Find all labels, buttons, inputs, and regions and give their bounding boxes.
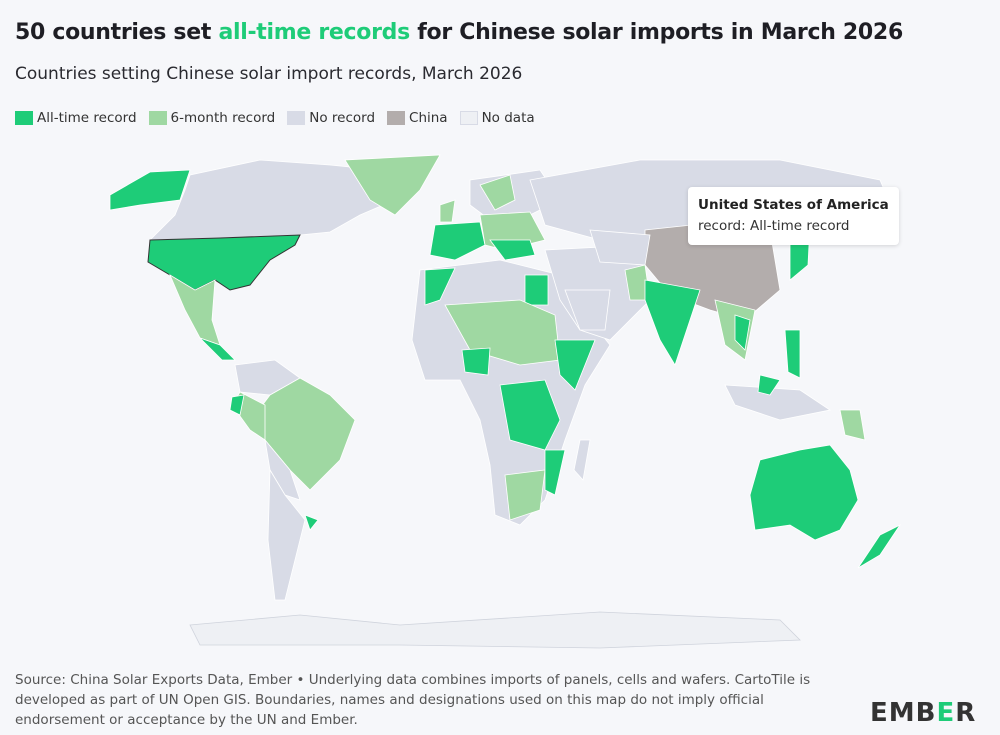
country-central-america	[199, 337, 236, 361]
country-argentina-chile	[267, 468, 306, 601]
country-philippines	[784, 329, 801, 379]
country-south-africa	[504, 469, 546, 521]
country-canada	[149, 159, 396, 241]
legend-no-data[interactable]: No data	[459, 110, 535, 126]
legend-all-time[interactable]: All-time record	[15, 110, 137, 126]
map-tooltip: United States of America record: All-tim…	[688, 187, 899, 245]
country-madagascar	[573, 439, 591, 481]
country-italy-balkans	[489, 239, 536, 261]
country-uruguay	[304, 514, 319, 531]
country-france-spain	[429, 221, 486, 261]
source-note: Source: China Solar Exports Data, Ember …	[15, 672, 811, 728]
country-egypt	[524, 274, 549, 306]
tooltip-country: United States of America	[698, 197, 889, 213]
country-saudi-arabia	[564, 289, 611, 331]
country-morocco-algeria	[424, 267, 456, 306]
ember-logo: EMBER	[870, 698, 977, 728]
country-papua-new-guinea	[839, 409, 866, 441]
country-india	[644, 279, 701, 366]
country-nigeria	[461, 347, 491, 376]
country-indonesia	[724, 384, 832, 421]
country-vietnam	[734, 314, 751, 351]
tooltip-record: record: All-time record	[698, 218, 850, 234]
legend-6-month[interactable]: 6-month record	[148, 110, 275, 126]
region-antarctica	[189, 611, 801, 649]
country-bolivia-paraguay	[264, 438, 301, 501]
country-mozambique	[544, 449, 566, 496]
country-australia	[749, 444, 859, 541]
country-uk	[439, 199, 456, 223]
country-malaysia	[757, 374, 781, 396]
legend-no-record[interactable]: No record	[287, 110, 375, 126]
country-alaska	[109, 169, 191, 211]
country-usa	[147, 234, 301, 291]
country-ecuador	[229, 394, 245, 416]
legend: All-time record 6-month record No record…	[15, 110, 535, 126]
country-mexico	[169, 274, 221, 346]
country-greenland	[344, 154, 441, 216]
page-title: 50 countries set all-time records for Ch…	[15, 20, 903, 45]
country-central-africa	[499, 379, 561, 451]
subtitle: Countries setting Chinese solar import r…	[15, 64, 523, 84]
country-mongolia-kz	[589, 229, 651, 266]
country-scandinavia	[479, 174, 516, 211]
country-horn-of-africa	[554, 339, 596, 391]
country-new-zealand	[857, 523, 902, 569]
legend-china[interactable]: China	[387, 110, 448, 126]
